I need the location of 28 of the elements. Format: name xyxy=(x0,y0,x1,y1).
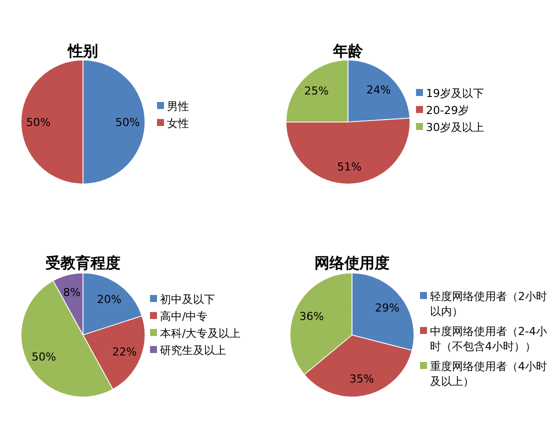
legend-label: 女性 xyxy=(167,117,189,130)
legend-label: 高中/中专 xyxy=(160,310,208,323)
legend-label: 研究生及以上 xyxy=(160,344,226,357)
chart-title: 年龄 xyxy=(332,42,364,60)
data-label: 36% xyxy=(299,310,324,323)
legend-label: 男性 xyxy=(167,100,189,113)
data-label: 50% xyxy=(26,116,51,129)
legend-label: 初中及以下 xyxy=(160,293,215,306)
legend-label: 本科/大专及以上 xyxy=(160,327,241,340)
data-label: 29% xyxy=(375,302,400,315)
chart-title: 受教育程度 xyxy=(44,254,120,272)
data-label: 8% xyxy=(63,286,81,299)
data-label: 25% xyxy=(304,84,329,98)
chart-title: 性别 xyxy=(67,42,98,60)
data-label: 51% xyxy=(337,160,362,174)
data-label: 50% xyxy=(32,350,56,364)
chart-title: 网络使用度 xyxy=(314,254,390,272)
legend-label: 轻度网络使用者（2小时以内） xyxy=(430,290,547,318)
legend-label: 中度网络使用者（2-4小时（不包含4小时）） xyxy=(430,325,547,353)
data-label: 24% xyxy=(366,83,391,96)
legend-label: 20-29岁 xyxy=(426,104,469,117)
data-label: 35% xyxy=(350,372,374,386)
legend-label: 30岁及以上 xyxy=(426,121,484,134)
legend-label: 19岁及以下 xyxy=(426,87,484,100)
legend-label: 重度网络使用者（4小时及以上） xyxy=(430,360,547,388)
data-label: 20% xyxy=(97,292,122,306)
data-label: 50% xyxy=(115,116,140,129)
data-label: 22% xyxy=(112,345,137,358)
